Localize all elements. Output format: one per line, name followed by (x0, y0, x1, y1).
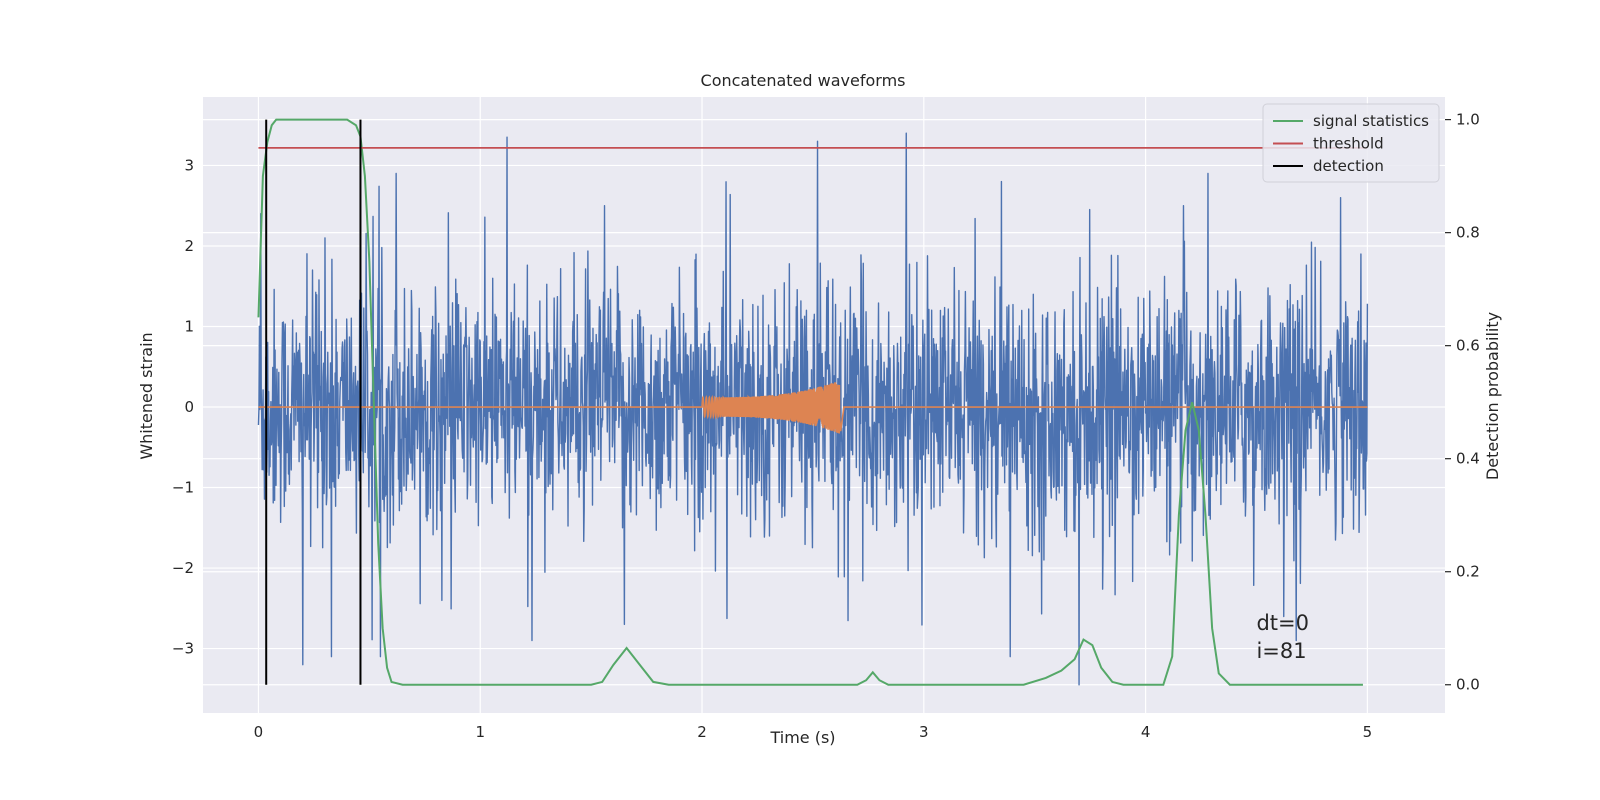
y2-tick-label: 0.2 (1456, 563, 1480, 581)
x-axis-label: Time (s) (769, 728, 835, 747)
x-tick-label: 0 (254, 723, 264, 741)
y-axis-label: Whitened strain (137, 332, 156, 459)
y-tick-label: 3 (184, 156, 194, 174)
x-axis: 0 1 2 3 4 5 (254, 723, 1372, 741)
chart-title: Concatenated waveforms (701, 71, 906, 90)
x-tick-label: 4 (1141, 723, 1151, 741)
y2-axis-label: Detection probability (1483, 312, 1502, 480)
y-tick-label: 0 (184, 398, 194, 416)
signal-statistics-line (257, 118, 1363, 686)
y-tick-label: −2 (172, 559, 194, 577)
legend-label: detection (1313, 157, 1384, 175)
y2-tick-label: 1.0 (1456, 111, 1480, 129)
y2-tick-label: 0.6 (1456, 337, 1480, 355)
y-tick-label: −1 (172, 479, 194, 497)
chirp-series-line (258, 382, 1368, 434)
y-axis-left: −3 −2 −1 0 1 2 3 (172, 156, 194, 657)
plot-area (257, 118, 1369, 686)
annotation-text: i=81 (1256, 639, 1306, 663)
y2-tick-label: 0.8 (1456, 224, 1480, 242)
y-tick-label: 1 (184, 317, 194, 335)
y2-tick-label: 0.4 (1456, 450, 1480, 468)
y-tick-label: −3 (172, 640, 194, 658)
x-tick-label: 2 (697, 723, 707, 741)
y2-tick-label: 0.0 (1456, 676, 1480, 694)
y-axis-right: 0.0 0.2 0.4 0.6 0.8 1.0 (1445, 111, 1480, 694)
x-tick-label: 3 (919, 723, 929, 741)
y-tick-label: 2 (184, 237, 194, 255)
annotation-text: dt=0 (1256, 611, 1309, 635)
annotations: dt=0 i=81 (1256, 611, 1309, 663)
legend-label: signal statistics (1313, 112, 1429, 130)
x-tick-label: 1 (475, 723, 485, 741)
legend-label: threshold (1313, 135, 1384, 153)
x-tick-label: 5 (1363, 723, 1373, 741)
legend-box (1262, 103, 1440, 183)
legend: signal statistics threshold detection (1262, 103, 1440, 183)
